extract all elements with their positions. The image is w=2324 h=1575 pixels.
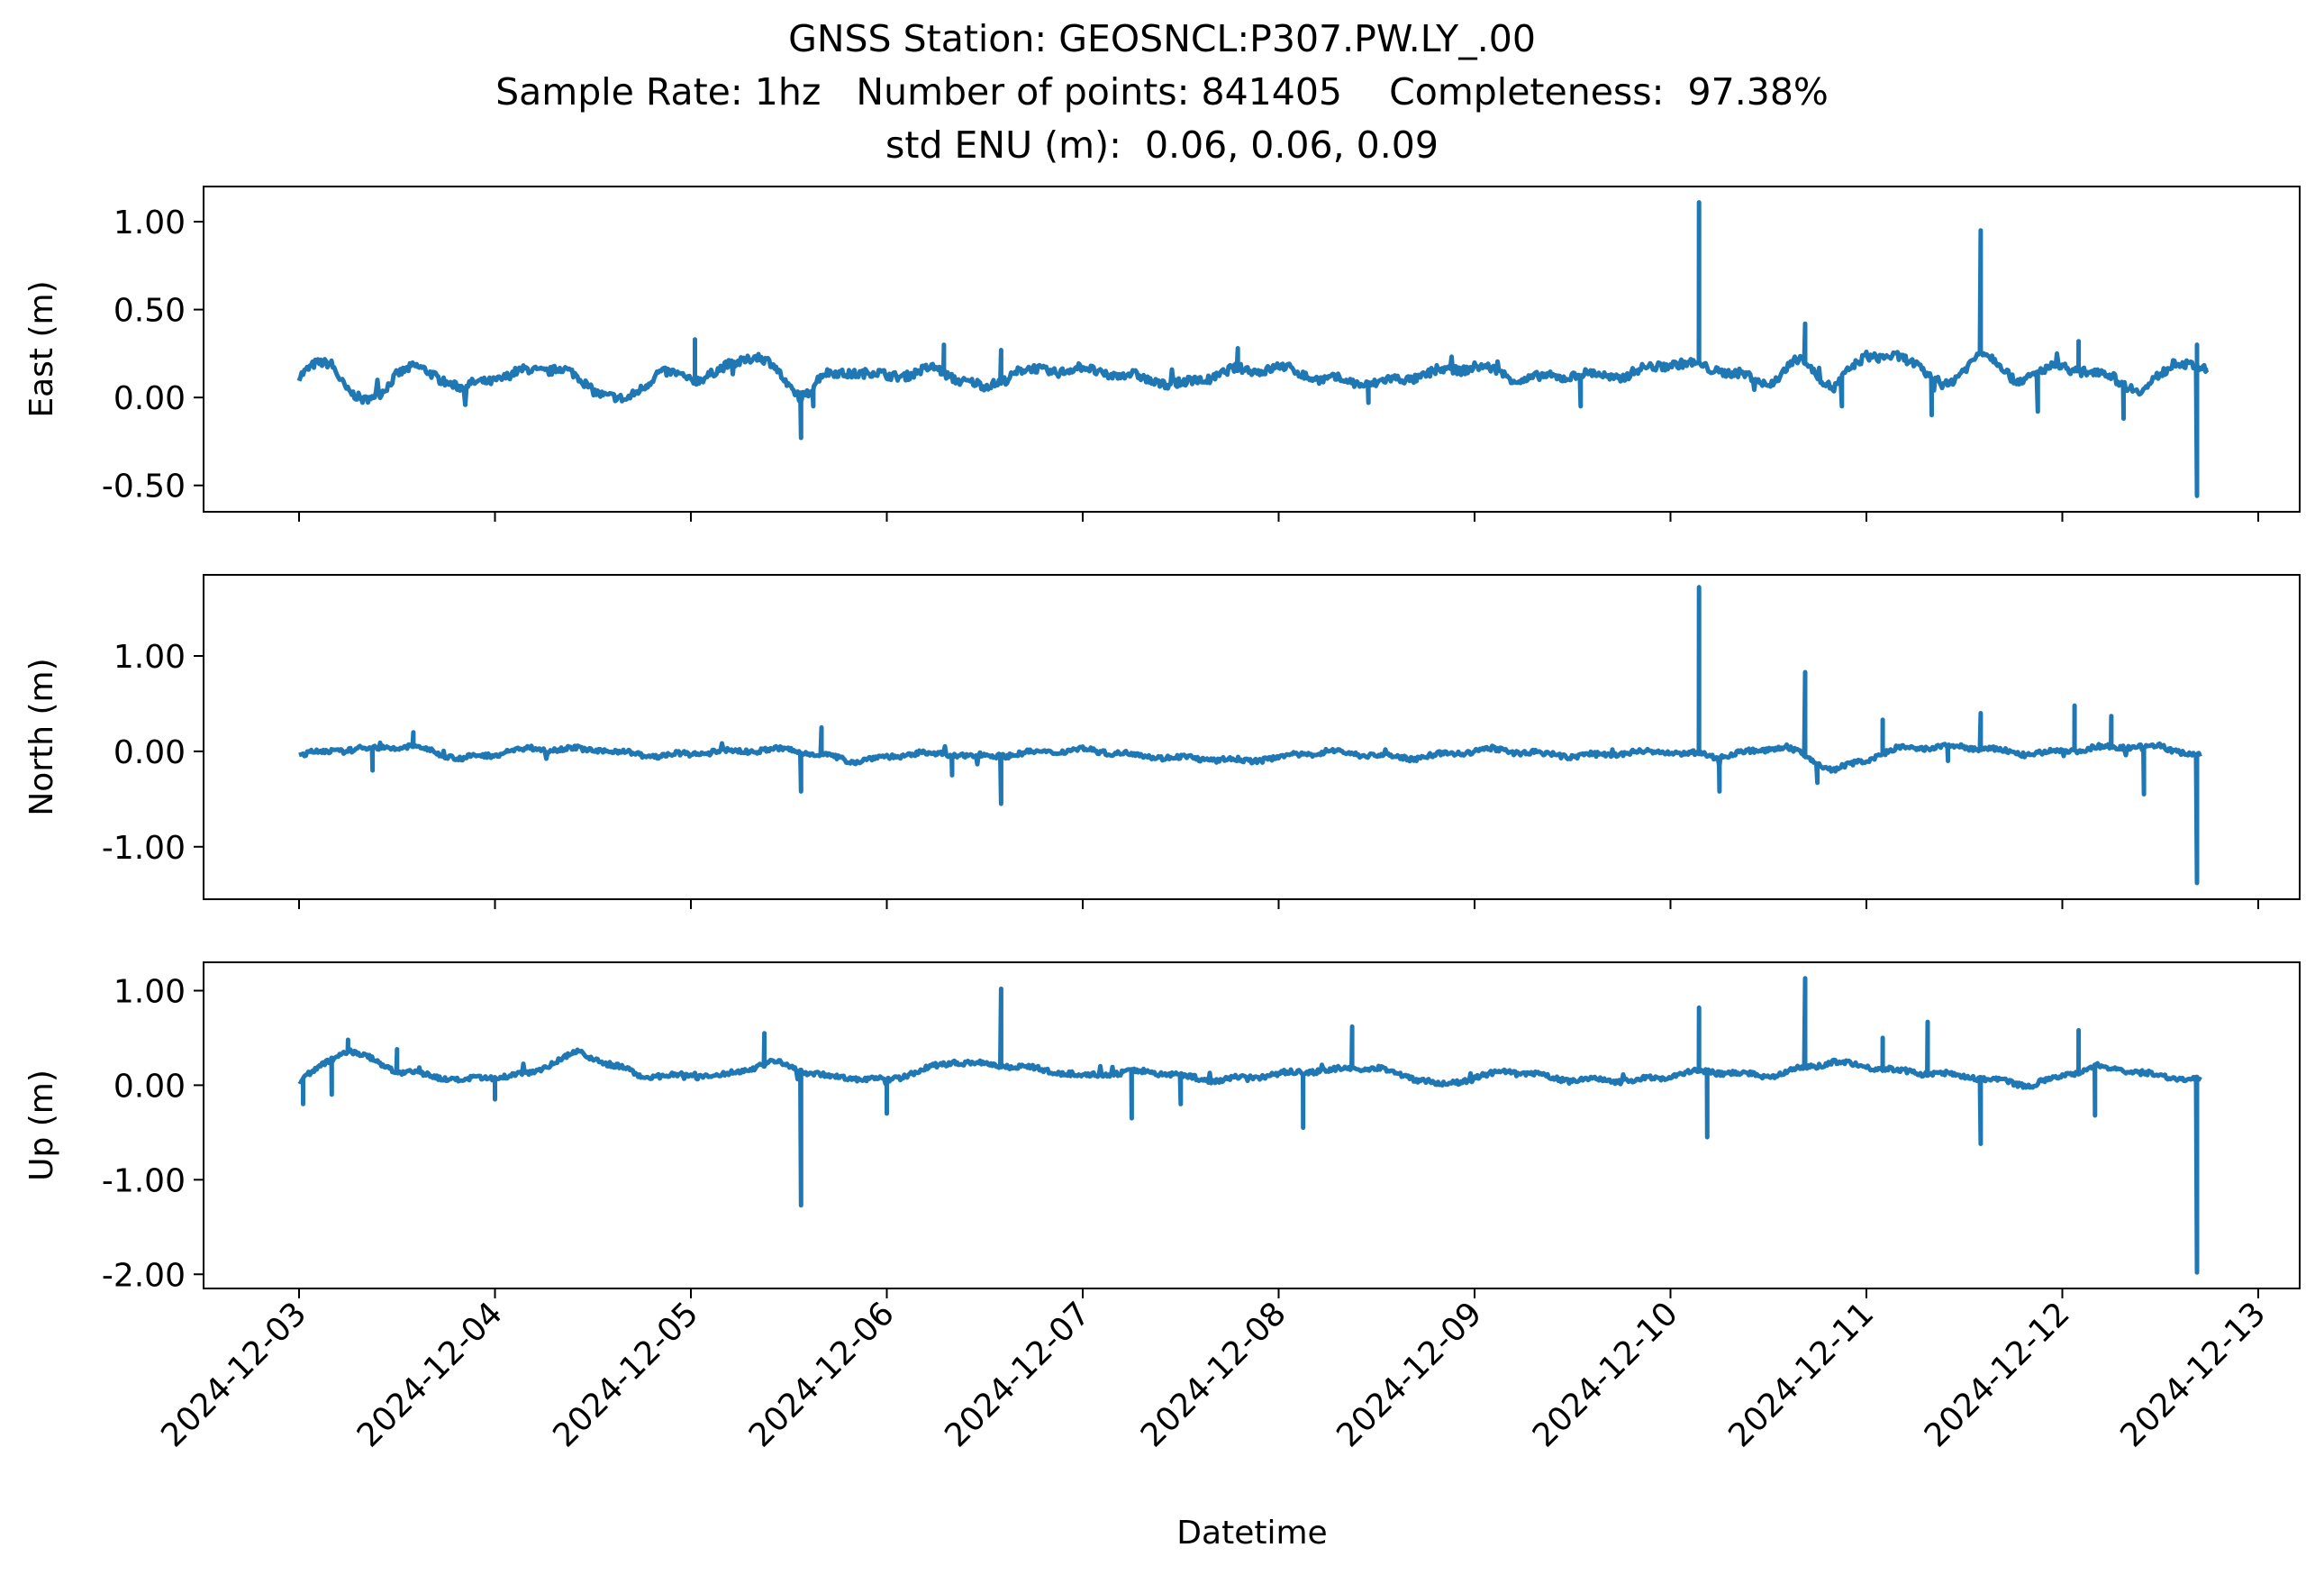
axes-frame <box>203 186 2301 513</box>
x-tick-label: 2024-12-12 <box>1918 1295 2077 1454</box>
y-tick-label: -1.00 <box>102 1162 186 1199</box>
x-axis-label: Datetime <box>1176 1515 1327 1552</box>
y-tick-label: 0.00 <box>113 1068 186 1105</box>
x-tick-label: 2024-12-04 <box>350 1295 510 1454</box>
x-tick-label: 2024-12-08 <box>1134 1295 1294 1454</box>
series-line <box>298 585 2202 886</box>
y-tick-label: 1.00 <box>113 205 186 241</box>
x-tick-label: 2024-12-05 <box>546 1295 705 1454</box>
y-tick-label: 1.00 <box>113 639 186 676</box>
title-line-station: GNSS Station: GEOSNCL:P307.PW.LY_.00 <box>788 17 1536 60</box>
y-tick-label: 0.50 <box>113 293 186 330</box>
y-axis-label: Up (m) <box>23 1070 60 1181</box>
y-tick-label: -0.50 <box>102 469 186 505</box>
y-tick-label: 1.00 <box>113 973 186 1010</box>
x-tick-label: 2024-12-07 <box>938 1295 1097 1454</box>
series-line <box>297 976 2202 1275</box>
x-tick-label: 2024-12-10 <box>1526 1295 1685 1454</box>
axes-frame <box>203 574 2301 900</box>
y-axis-label: East (m) <box>23 280 60 417</box>
y-tick-label: -2.00 <box>102 1257 186 1294</box>
x-tick-label: 2024-12-11 <box>1721 1295 1881 1454</box>
y-tick-label: 0.00 <box>113 734 186 771</box>
title-line-sample-rate: Sample Rate: 1hz Number of points: 84140… <box>495 70 1829 114</box>
x-tick-label: 2024-12-13 <box>2113 1295 2273 1454</box>
subplot-up: 1.00 0.00 -1.00 -2.00 Up (m) <box>23 961 2301 1298</box>
title-line-std: std ENU (m): 0.06, 0.06, 0.09 <box>885 123 1439 167</box>
axes-frame <box>203 961 2301 1289</box>
y-tick-label: -1.00 <box>102 830 186 867</box>
x-tick-label: 2024-12-06 <box>742 1295 902 1454</box>
x-tick-label: 2024-12-03 <box>154 1295 313 1454</box>
subplot-east: 1.00 0.50 0.00 -0.50 East (m) <box>23 186 2301 522</box>
series-line <box>296 200 2210 498</box>
y-tick-label: 0.00 <box>113 380 186 417</box>
subplot-north: 1.00 0.00 -1.00 North (m) <box>23 574 2301 909</box>
x-tick-label: 2024-12-09 <box>1330 1295 1489 1454</box>
y-axis-label: North (m) <box>23 658 60 815</box>
